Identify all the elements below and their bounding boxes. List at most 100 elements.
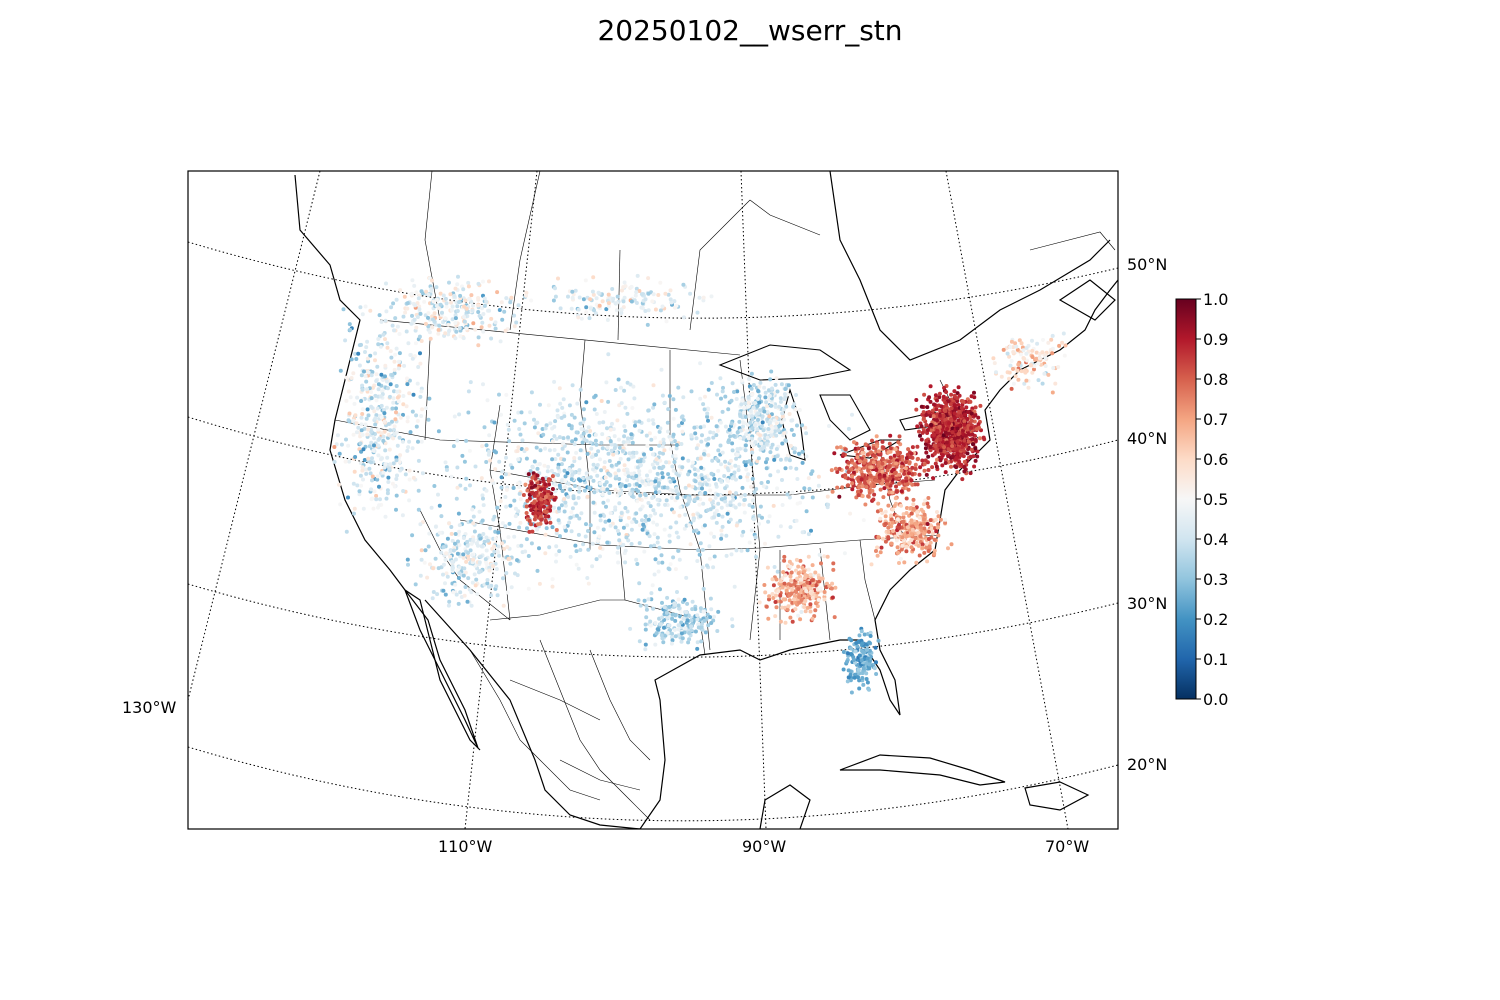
station-point — [701, 402, 706, 407]
station-point — [746, 404, 751, 409]
station-point — [496, 530, 501, 535]
station-point — [729, 398, 734, 403]
station-point — [819, 576, 824, 581]
station-point — [952, 447, 957, 451]
station-point — [698, 541, 703, 546]
station-point — [360, 383, 365, 388]
station-point — [513, 514, 518, 519]
station-point — [428, 562, 432, 567]
station-point — [915, 444, 920, 449]
station-point — [544, 423, 549, 428]
station-point — [822, 597, 827, 602]
station-point — [419, 389, 424, 394]
station-point — [655, 497, 660, 502]
station-point — [928, 428, 933, 433]
station-point — [706, 418, 710, 423]
station-point — [544, 510, 548, 515]
station-point — [640, 504, 645, 509]
station-point — [806, 532, 811, 537]
station-point — [889, 517, 894, 522]
station-point — [388, 428, 393, 433]
station-point — [849, 458, 854, 463]
station-point — [542, 463, 547, 468]
station-point — [918, 534, 923, 539]
station-point — [557, 549, 562, 554]
station-point — [354, 357, 359, 361]
station-point — [843, 447, 848, 452]
station-point — [849, 652, 854, 656]
station-point — [718, 443, 723, 448]
station-point — [695, 559, 700, 563]
station-point — [418, 394, 423, 399]
station-point — [598, 513, 603, 518]
station-point — [664, 460, 669, 465]
station-point — [863, 442, 868, 447]
station-point — [671, 510, 676, 515]
station-point — [965, 451, 970, 456]
station-point — [643, 518, 648, 523]
station-point — [481, 279, 485, 284]
station-point — [513, 506, 518, 511]
station-point — [473, 327, 478, 332]
station-point — [845, 679, 850, 684]
station-point — [550, 474, 555, 479]
station-point — [784, 456, 789, 461]
station-point — [503, 524, 508, 529]
station-point — [463, 570, 468, 575]
station-point — [634, 450, 639, 455]
station-point — [619, 385, 623, 390]
station-point — [848, 511, 853, 516]
station-point — [359, 342, 363, 347]
station-point — [712, 515, 716, 520]
station-point — [868, 473, 873, 478]
station-point — [630, 440, 635, 445]
station-point — [768, 377, 773, 382]
station-point — [407, 468, 412, 473]
station-point — [936, 525, 941, 530]
station-point — [718, 420, 723, 425]
station-point — [917, 553, 922, 558]
station-point — [424, 289, 429, 294]
station-point — [488, 458, 493, 463]
station-point — [543, 514, 548, 519]
station-point — [365, 387, 369, 392]
station-point — [909, 478, 914, 483]
station-point — [360, 412, 365, 416]
station-point — [434, 297, 439, 302]
station-point — [730, 381, 735, 386]
station-point — [626, 457, 631, 462]
station-point — [592, 308, 596, 313]
station-point — [467, 297, 471, 302]
station-point — [554, 436, 559, 441]
station-point — [422, 299, 427, 304]
station-point — [520, 438, 525, 443]
station-point — [444, 304, 449, 309]
station-point — [455, 304, 460, 309]
station-point — [651, 421, 656, 426]
station-point — [360, 432, 365, 437]
station-point — [462, 304, 467, 309]
station-point — [574, 549, 579, 554]
station-point — [383, 337, 387, 342]
station-point — [343, 338, 348, 343]
station-point — [664, 498, 669, 503]
station-point — [806, 476, 811, 481]
station-point — [433, 556, 438, 561]
station-point — [851, 658, 856, 662]
station-point — [430, 596, 435, 601]
station-point — [697, 481, 702, 486]
station-point — [786, 604, 791, 609]
station-point — [391, 396, 396, 401]
station-point — [800, 423, 805, 428]
station-point — [674, 443, 679, 447]
station-point — [898, 556, 903, 561]
station-point — [449, 531, 454, 536]
station-point — [879, 545, 884, 550]
station-point — [868, 634, 873, 638]
station-point — [392, 328, 396, 333]
station-point — [862, 460, 866, 465]
station-point — [407, 477, 412, 482]
station-point — [745, 478, 750, 483]
station-point — [595, 473, 600, 478]
station-point — [923, 498, 928, 503]
